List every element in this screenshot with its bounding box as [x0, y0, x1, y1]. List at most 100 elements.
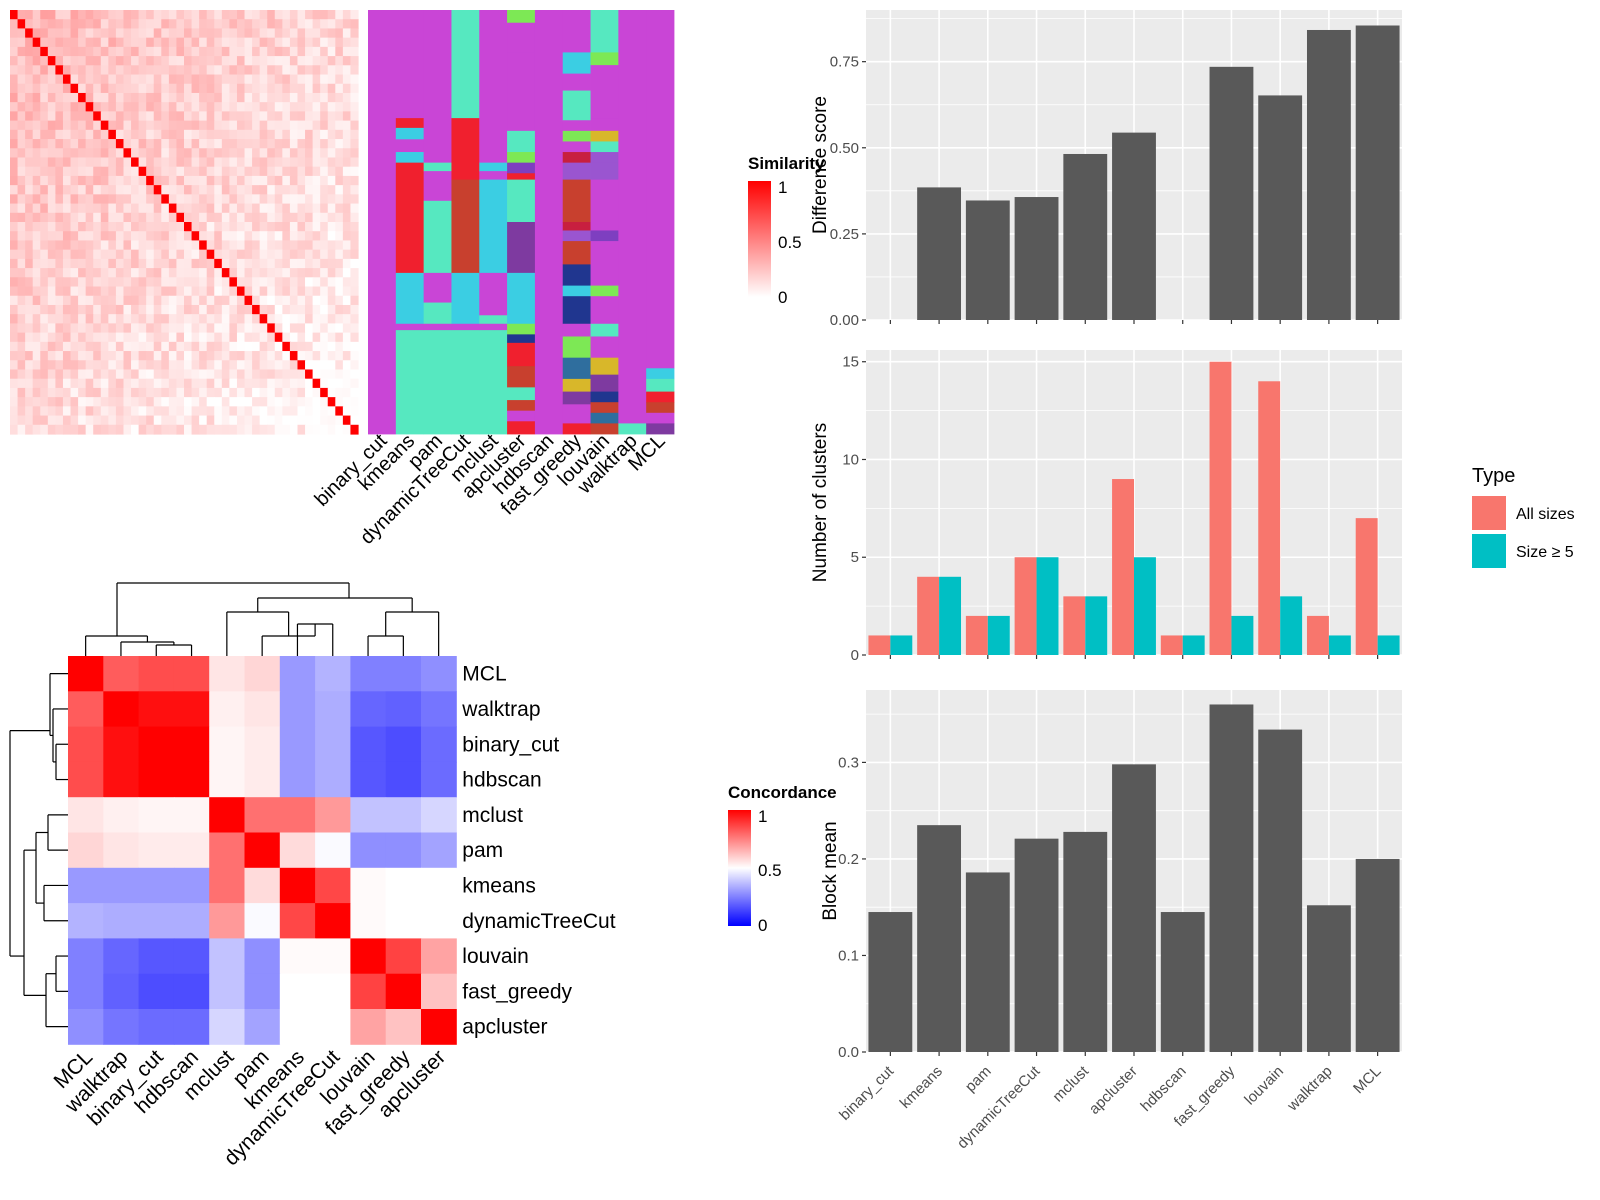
- similarity-cell: [93, 37, 102, 48]
- similarity-cell: [40, 148, 49, 159]
- similarity-cell: [93, 92, 102, 103]
- similarity-cell: [17, 92, 26, 103]
- similarity-cell: [115, 83, 125, 94]
- similarity-cell: [10, 148, 19, 159]
- similarity-cell: [93, 111, 102, 122]
- concordance-cell: [209, 867, 245, 904]
- similarity-cell: [236, 249, 246, 260]
- similarity-cell: [100, 129, 109, 140]
- similarity-cell: [305, 212, 314, 223]
- similarity-cell: [100, 92, 109, 103]
- similarity-cell: [191, 314, 200, 324]
- similarity-cell: [115, 212, 125, 223]
- similarity-cell: [327, 351, 336, 361]
- similarity-cell: [47, 406, 56, 417]
- similarity-cell: [350, 120, 359, 131]
- x-tick-label-mclust: mclust: [1049, 1062, 1092, 1105]
- similarity-cell: [153, 369, 162, 380]
- similarity-cell: [146, 46, 155, 57]
- similarity-cell: [146, 415, 155, 426]
- similarity-cell: [267, 102, 276, 112]
- similarity-cell: [131, 194, 140, 205]
- similarity-cell: [229, 56, 238, 66]
- similarity-cell: [335, 83, 344, 94]
- concordance-cell: [68, 973, 104, 1010]
- annotation-cell: [479, 162, 508, 172]
- similarity-cell: [244, 415, 253, 426]
- similarity-cell: [244, 406, 253, 417]
- similarity-cell: [10, 295, 19, 306]
- similarity-cell: [221, 286, 230, 297]
- similarity-cell: [123, 148, 132, 159]
- similarity-cell: [115, 387, 125, 398]
- similarity-cell: [282, 332, 291, 343]
- similarity-cell: [40, 351, 49, 361]
- similarity-cell: [176, 268, 185, 278]
- similarity-cell: [40, 157, 49, 168]
- similarity-cell: [25, 10, 34, 20]
- similarity-cell: [335, 406, 344, 417]
- similarity-cell: [199, 65, 208, 76]
- similarity-cell: [327, 406, 336, 417]
- similarity-cell: [153, 332, 162, 343]
- similarity-cell: [267, 277, 276, 288]
- similarity-cell: [274, 74, 283, 85]
- similarity-cell: [85, 258, 94, 269]
- similarity-cell: [123, 28, 132, 39]
- similarity-cell: [93, 378, 102, 389]
- similarity-cell: [115, 351, 125, 361]
- similarity-cell: [176, 351, 185, 361]
- similarity-cell: [78, 295, 87, 306]
- similarity-cell: [17, 83, 26, 94]
- similarity-cell: [327, 83, 336, 94]
- concordance-cell: [315, 938, 351, 975]
- similarity-cell: [47, 28, 56, 39]
- similarity-cell: [199, 360, 208, 371]
- similarity-cell: [312, 46, 321, 57]
- similarity-cell: [47, 37, 56, 48]
- similarity-cell: [161, 406, 170, 417]
- similarity-cell: [146, 360, 155, 371]
- similarity-cell: [236, 304, 246, 315]
- similarity-cell: [184, 304, 193, 315]
- concordance-cell: [138, 656, 175, 692]
- similarity-cell: [161, 323, 170, 334]
- similarity-cell: [47, 10, 56, 20]
- similarity-cell: [206, 277, 215, 288]
- similarity-cell: [62, 397, 72, 407]
- similarity-cell: [282, 406, 291, 417]
- similarity-cell: [214, 222, 223, 232]
- similarity-cell: [70, 231, 79, 242]
- similarity-cell: [312, 10, 321, 20]
- similarity-cell: [62, 240, 72, 251]
- similarity-cell: [236, 46, 246, 57]
- similarity-cell: [47, 249, 56, 260]
- similarity-cell: [327, 240, 336, 251]
- similarity-cell: [70, 111, 79, 122]
- similarity-cell: [252, 277, 261, 288]
- similarity-cell: [78, 277, 87, 288]
- similarity-cell: [40, 397, 49, 407]
- annotation-cell: [562, 73, 591, 91]
- similarity-cell: [70, 397, 79, 407]
- similarity-cell: [100, 323, 109, 334]
- similarity-cell: [229, 295, 238, 306]
- similarity-cell: [40, 378, 49, 389]
- concordance-cell: [421, 797, 457, 833]
- similarity-cell: [153, 139, 162, 149]
- similarity-cell: [55, 74, 64, 85]
- similarity-cell: [236, 120, 246, 131]
- annotation-cell: [590, 130, 619, 142]
- similarity-cell: [32, 120, 41, 131]
- similarity-cell: [297, 332, 306, 343]
- similarity-cell: [25, 369, 34, 380]
- similarity-cell: [146, 148, 155, 159]
- annotation-cell: [562, 336, 591, 359]
- similarity-cell: [153, 406, 162, 417]
- similarity-cell: [282, 111, 291, 122]
- similarity-cell: [191, 83, 200, 94]
- concordance-cell: [209, 1009, 245, 1045]
- similarity-cell: [206, 415, 215, 426]
- concordance-cell: [350, 832, 387, 869]
- similarity-cell: [85, 249, 94, 260]
